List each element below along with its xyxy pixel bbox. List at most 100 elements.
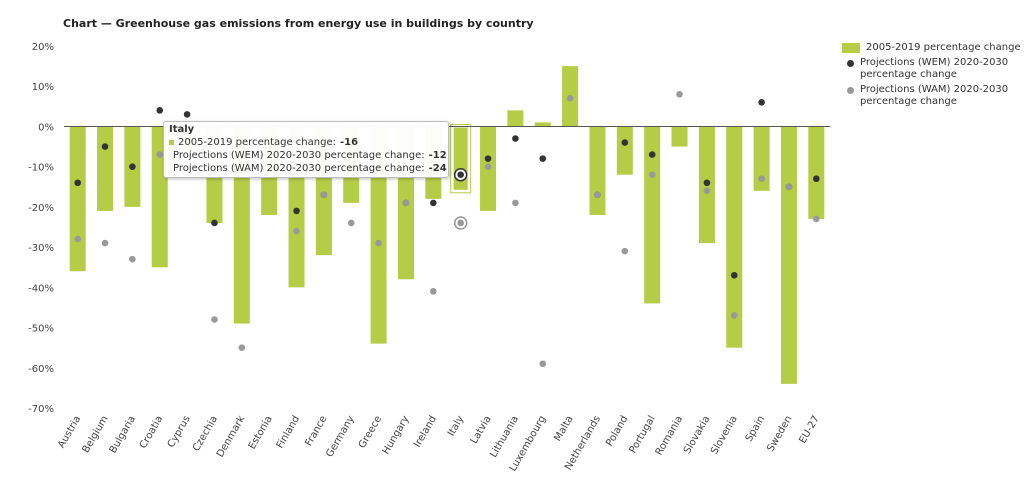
tooltip-value: -16 [339,137,359,148]
wam-point [457,219,464,227]
x-tick-label: Slovakia [682,414,713,456]
wem-point [703,179,711,187]
wam-point [539,360,547,368]
wem-point [211,219,218,227]
x-tick-label: Romania [654,414,685,457]
bar [370,126,387,344]
bar [644,126,661,304]
x-tick-label: Cyprus [166,414,193,450]
bar-highlight-outline [450,123,472,194]
wam-point [566,94,574,102]
wem-point [648,151,656,158]
wam-point [730,312,738,319]
legend-item-wam[interactable]: Projections (WAM) 2020-2030 percentage c… [842,84,1024,108]
y-tick-label: -60% [28,364,54,375]
bar [753,126,770,191]
wem-point [539,155,547,162]
wam-point [101,239,109,247]
x-tick-label: Ireland [412,414,439,449]
x-tick-label: Hungary [381,414,412,457]
wem-point [101,143,109,150]
wam-point [703,187,711,195]
tooltip-label: Projections (WAM) 2020-2030 percentage c… [173,163,425,174]
wam-point [320,191,328,199]
wem-point [813,175,820,183]
wam-point [293,227,300,235]
tooltip: Italy 2005-2019 percentage change: -16 P… [163,121,449,178]
tooltip-value: -24 [428,163,447,174]
legend-item-wem[interactable]: Projections (WEM) 2020-2030 percentage c… [842,57,1024,81]
wem-point [730,271,738,279]
y-axis: 20% 10% 0% -10% -20% -30% -40% -50% -60% -70% [28,42,54,415]
wam-point [594,191,601,199]
chart-title: Chart — Greenhouse gas emissions from en… [63,17,534,30]
bar [726,126,743,348]
wam-point [785,183,793,191]
wam-point [676,90,683,98]
wam-point [156,151,164,158]
wam-point [430,288,437,295]
wem-point [293,207,300,215]
wem-point [512,135,519,142]
legend-label: 2005-2019 percentage change [866,42,1021,53]
legend-label: Projections (WAM) 2020-2030 percentage c… [860,84,1009,107]
wam-point [758,175,765,183]
legend-wam-dot [847,87,854,94]
bar [780,126,797,384]
y-tick-label: 10% [32,82,54,93]
bar [616,126,633,175]
wam-point [813,215,820,223]
wam-point [347,219,355,227]
legend-item-bar[interactable]: 2005-2019 percentage change [842,42,1024,54]
y-tick-label: -70% [28,404,54,415]
wem-point [156,107,164,114]
wam-point [648,171,656,179]
tooltip-row: Projections (WAM) 2020-2030 percentage c… [169,162,447,175]
x-tick-label: Croatia [138,414,166,451]
wem-point [74,179,81,187]
bar [534,122,551,127]
wem-point [430,199,437,207]
bar [69,126,86,272]
legend-label: Projections (WEM) 2020-2030 percentage c… [860,57,1009,80]
tooltip-row: Projections (WEM) 2020-2030 percentage c… [169,149,447,162]
wem-point [183,111,191,118]
x-tick-label: Sweden [765,414,794,454]
wem-series [74,99,820,279]
x-tick-label: Estonia [247,414,275,451]
x-tick-label: Denmark [215,414,248,459]
y-tick-label: 20% [32,42,54,53]
y-tick-label: 0% [38,122,54,133]
legend: 2005-2019 percentage change Projections … [842,42,1024,111]
bar-series [69,66,825,384]
x-tick-label: Germany [324,414,357,459]
tooltip-bar-swatch [169,140,174,145]
x-tick-label: Finland [275,414,302,450]
tooltip-label: 2005-2019 percentage change: [178,137,336,148]
wem-point [758,99,765,106]
wam-point [129,255,136,263]
y-tick-label: -40% [28,283,54,294]
x-tick-label: Italy [446,414,466,438]
x-tick-label: Austria [56,414,83,450]
y-tick-label: -30% [28,243,54,254]
bar [808,126,825,219]
x-tick-label: Spain [744,414,768,444]
wam-point [402,199,410,207]
wam-point [512,199,519,207]
x-tick-label: Belgium [81,414,111,455]
x-tick-label: Poland [604,414,630,448]
legend-bar-swatch [842,43,860,53]
x-tick-label: Greece [357,414,384,450]
wam-point [238,344,246,351]
x-tick-label: Portugal [628,414,658,455]
x-tick-label: EU-27 [797,414,822,445]
bar [589,126,606,215]
wam-series [74,90,820,368]
y-tick-label: -10% [28,163,54,174]
x-tick-label: Latvia [469,414,494,446]
bar [97,126,114,211]
wem-point [621,139,629,146]
